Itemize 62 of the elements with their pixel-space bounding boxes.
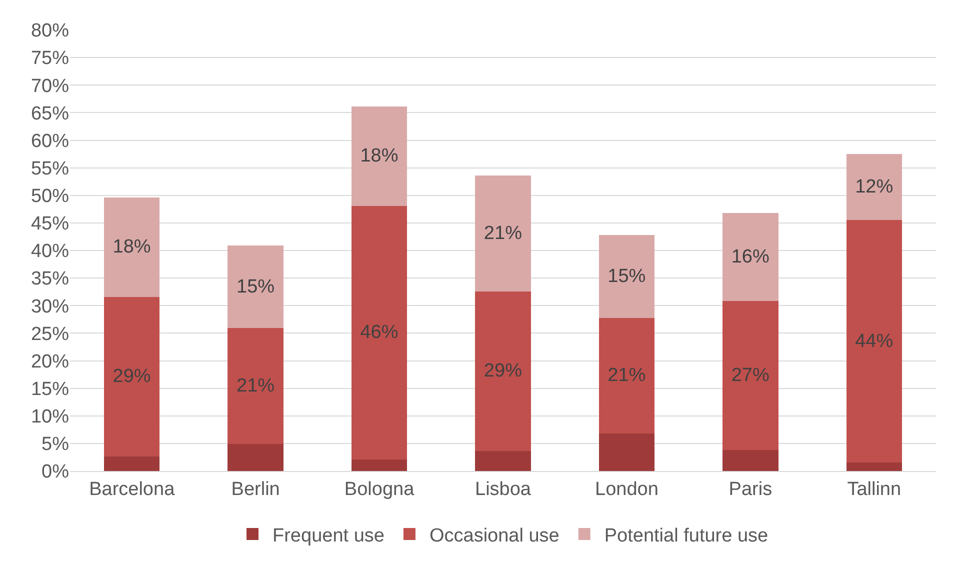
bar bbox=[228, 328, 284, 444]
data-label: 27% bbox=[731, 365, 770, 386]
data-label: 21% bbox=[236, 376, 275, 397]
x-tick-label: Lisboa bbox=[475, 478, 532, 500]
x-tick-label: Barcelona bbox=[89, 478, 176, 500]
data-label: 15% bbox=[236, 276, 275, 298]
y-tick-label: 35% bbox=[30, 268, 70, 290]
data-label: 16% bbox=[731, 246, 770, 268]
y-tick-label: 55% bbox=[30, 158, 70, 180]
y-tick-label: 20% bbox=[30, 351, 70, 372]
bar bbox=[104, 198, 160, 297]
data-label: 21% bbox=[608, 365, 646, 386]
legend-label: Frequent use bbox=[272, 525, 384, 546]
bar bbox=[722, 450, 778, 471]
y-tick-label: 10% bbox=[30, 406, 70, 428]
bar bbox=[722, 213, 778, 302]
bar bbox=[598, 318, 655, 434]
bar bbox=[351, 459, 408, 471]
y-tick-label: 70% bbox=[30, 76, 70, 97]
bar bbox=[351, 106, 408, 206]
y-tick-label: 25% bbox=[30, 324, 70, 345]
y-tick-label: 30% bbox=[30, 296, 70, 318]
bar bbox=[846, 220, 902, 463]
bar bbox=[598, 235, 655, 318]
bar bbox=[228, 246, 284, 328]
bar bbox=[598, 434, 655, 471]
data-label: 44% bbox=[855, 330, 894, 352]
data-label: 15% bbox=[608, 266, 646, 287]
x-tick-label: Bologna bbox=[344, 478, 415, 500]
bar bbox=[846, 462, 902, 471]
bar bbox=[846, 154, 902, 220]
bar bbox=[475, 291, 531, 452]
bar bbox=[475, 451, 531, 471]
data-label: 46% bbox=[360, 322, 398, 344]
bar bbox=[722, 301, 778, 450]
data-label: 21% bbox=[484, 222, 522, 244]
y-tick-label: 5% bbox=[42, 434, 70, 456]
y-tick-label: 50% bbox=[30, 186, 70, 208]
y-tick-label: 15% bbox=[30, 378, 70, 400]
bar bbox=[104, 296, 160, 457]
data-label: 18% bbox=[112, 236, 151, 258]
y-tick-label: 40% bbox=[30, 241, 70, 262]
data-label: 12% bbox=[855, 176, 894, 198]
data-label: 29% bbox=[112, 366, 151, 388]
y-tick-label: 60% bbox=[30, 130, 70, 152]
bar bbox=[475, 176, 531, 292]
legend-label: Occasional use bbox=[429, 525, 560, 546]
bar bbox=[104, 456, 160, 471]
bar bbox=[351, 206, 408, 460]
x-tick-label: Paris bbox=[728, 478, 772, 500]
x-tick-label: Berlin bbox=[231, 478, 280, 500]
y-tick-label: 80% bbox=[30, 20, 70, 42]
y-tick-label: 45% bbox=[30, 214, 70, 235]
data-label: 18% bbox=[360, 146, 398, 167]
x-tick-label: Tallinn bbox=[847, 478, 902, 500]
y-tick-label: 65% bbox=[30, 103, 70, 124]
y-tick-label: 75% bbox=[30, 48, 70, 70]
legend-label: Potential future use bbox=[604, 525, 768, 546]
x-tick-label: London bbox=[595, 478, 658, 500]
data-label: 29% bbox=[484, 360, 522, 382]
y-tick-label: 0% bbox=[42, 462, 70, 483]
bar bbox=[228, 444, 284, 471]
